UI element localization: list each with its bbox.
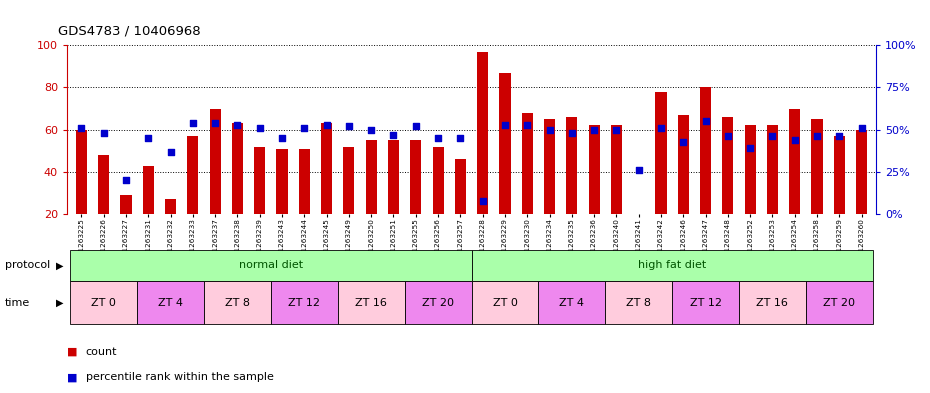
Text: percentile rank within the sample: percentile rank within the sample	[86, 372, 273, 382]
Point	[542, 127, 557, 133]
Point	[163, 149, 178, 155]
Point	[654, 125, 669, 131]
Point	[252, 125, 267, 131]
Bar	[254, 147, 265, 214]
Text: normal diet: normal diet	[239, 260, 303, 270]
Text: ZT 0: ZT 0	[91, 298, 116, 308]
Bar	[99, 155, 110, 214]
Bar	[209, 108, 220, 214]
Bar	[432, 147, 444, 214]
Point	[498, 121, 512, 128]
Bar	[678, 115, 689, 214]
Bar	[187, 136, 198, 214]
Text: time: time	[5, 298, 30, 308]
Point	[520, 121, 535, 128]
Bar	[299, 149, 310, 214]
Text: count: count	[86, 347, 117, 357]
Point	[809, 133, 824, 140]
Text: ZT 12: ZT 12	[288, 298, 320, 308]
Bar	[566, 117, 578, 214]
Point	[207, 120, 222, 126]
Text: ZT 4: ZT 4	[158, 298, 183, 308]
Text: ZT 12: ZT 12	[689, 298, 722, 308]
Text: ■: ■	[67, 347, 77, 357]
Bar	[767, 125, 778, 214]
Bar	[232, 123, 243, 214]
Point	[319, 121, 334, 128]
Point	[119, 177, 134, 184]
Point	[431, 135, 445, 141]
Text: ZT 20: ZT 20	[823, 298, 856, 308]
Point	[587, 127, 602, 133]
Bar	[165, 199, 176, 214]
Bar	[611, 125, 622, 214]
Text: ZT 16: ZT 16	[355, 298, 387, 308]
Point	[386, 132, 401, 138]
Text: ZT 4: ZT 4	[559, 298, 584, 308]
Point	[631, 167, 646, 173]
Bar	[142, 165, 153, 214]
Point	[140, 135, 155, 141]
Text: ZT 20: ZT 20	[422, 298, 454, 308]
Bar	[544, 119, 555, 214]
Bar	[811, 119, 822, 214]
Bar	[388, 140, 399, 214]
Bar	[477, 51, 488, 214]
Text: ■: ■	[67, 372, 77, 382]
Text: protocol: protocol	[5, 260, 50, 270]
Bar	[343, 147, 354, 214]
Bar	[276, 149, 287, 214]
Bar	[455, 159, 466, 214]
Point	[185, 120, 200, 126]
Point	[609, 127, 624, 133]
Bar	[589, 125, 600, 214]
Point	[854, 125, 869, 131]
Text: ZT 8: ZT 8	[225, 298, 250, 308]
Point	[565, 130, 579, 136]
Bar	[833, 136, 844, 214]
Text: ZT 0: ZT 0	[493, 298, 517, 308]
Point	[364, 127, 379, 133]
Bar	[723, 117, 734, 214]
Bar	[321, 123, 332, 214]
Bar	[365, 140, 377, 214]
Text: high fat diet: high fat diet	[638, 260, 706, 270]
Point	[97, 130, 112, 136]
Point	[698, 118, 713, 124]
Point	[765, 133, 780, 140]
Bar	[410, 140, 421, 214]
Bar	[76, 130, 87, 214]
Point	[676, 138, 691, 145]
Point	[297, 125, 312, 131]
Point	[475, 198, 490, 204]
Point	[721, 133, 736, 140]
Point	[788, 137, 803, 143]
Bar	[656, 92, 667, 214]
Point	[408, 123, 423, 129]
Text: ▶: ▶	[56, 260, 63, 270]
Bar	[856, 130, 867, 214]
Point	[743, 145, 758, 151]
Bar	[121, 195, 132, 214]
Text: ZT 8: ZT 8	[626, 298, 651, 308]
Bar	[700, 87, 711, 214]
Point	[831, 133, 846, 140]
Point	[74, 125, 89, 131]
Text: ZT 16: ZT 16	[756, 298, 789, 308]
Point	[453, 135, 468, 141]
Bar	[790, 108, 801, 214]
Point	[274, 135, 289, 141]
Bar	[745, 125, 756, 214]
Point	[230, 121, 245, 128]
Point	[341, 123, 356, 129]
Bar	[499, 73, 511, 214]
Text: ▶: ▶	[56, 298, 63, 308]
Bar	[522, 113, 533, 214]
Text: GDS4783 / 10406968: GDS4783 / 10406968	[58, 24, 200, 37]
